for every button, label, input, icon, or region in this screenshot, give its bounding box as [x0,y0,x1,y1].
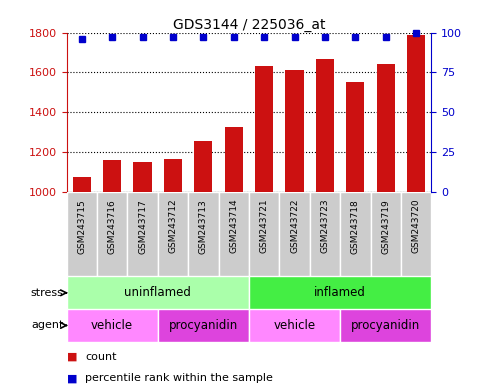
Bar [249,309,340,342]
Text: GSM243714: GSM243714 [229,199,238,253]
Bar [158,309,249,342]
Text: procyanidin: procyanidin [351,319,421,332]
Bar [103,160,121,192]
Bar [67,276,249,309]
Bar [316,58,334,192]
Text: GSM243719: GSM243719 [381,199,390,253]
Bar [280,192,310,276]
Bar [194,141,212,192]
Text: stress: stress [31,288,64,298]
Bar [249,276,431,309]
Text: GSM243720: GSM243720 [412,199,421,253]
Title: GDS3144 / 225036_at: GDS3144 / 225036_at [173,18,325,31]
Text: inflamed: inflamed [314,286,366,299]
Text: ■: ■ [67,373,77,383]
Bar [225,127,243,192]
Bar [218,192,249,276]
Bar [346,83,364,192]
Text: GSM243722: GSM243722 [290,199,299,253]
Text: procyanidin: procyanidin [169,319,238,332]
Text: vehicle: vehicle [91,319,133,332]
Bar [401,192,431,276]
Bar [188,192,218,276]
Text: GSM243718: GSM243718 [351,199,360,253]
Bar [72,177,91,192]
Text: ■: ■ [67,352,77,362]
Bar [371,192,401,276]
Bar [164,159,182,192]
Bar [127,192,158,276]
Text: GSM243712: GSM243712 [169,199,177,253]
Text: GSM243713: GSM243713 [199,199,208,253]
Bar [134,162,152,192]
Bar [255,66,273,192]
Bar [67,309,158,342]
Text: GSM243716: GSM243716 [107,199,117,253]
Bar [407,35,425,192]
Text: vehicle: vehicle [274,319,316,332]
Bar [340,309,431,342]
Text: uninflamed: uninflamed [124,286,191,299]
Bar [158,192,188,276]
Text: GSM243715: GSM243715 [77,199,86,253]
Bar [249,192,280,276]
Text: GSM243721: GSM243721 [260,199,269,253]
Text: GSM243723: GSM243723 [320,199,329,253]
Bar [310,192,340,276]
Text: count: count [85,352,117,362]
Bar [285,71,304,192]
Bar [97,192,127,276]
Bar [340,192,371,276]
Text: GSM243717: GSM243717 [138,199,147,253]
Bar [67,192,97,276]
Bar [377,63,395,192]
Text: percentile rank within the sample: percentile rank within the sample [85,373,273,383]
Text: agent: agent [31,320,64,331]
